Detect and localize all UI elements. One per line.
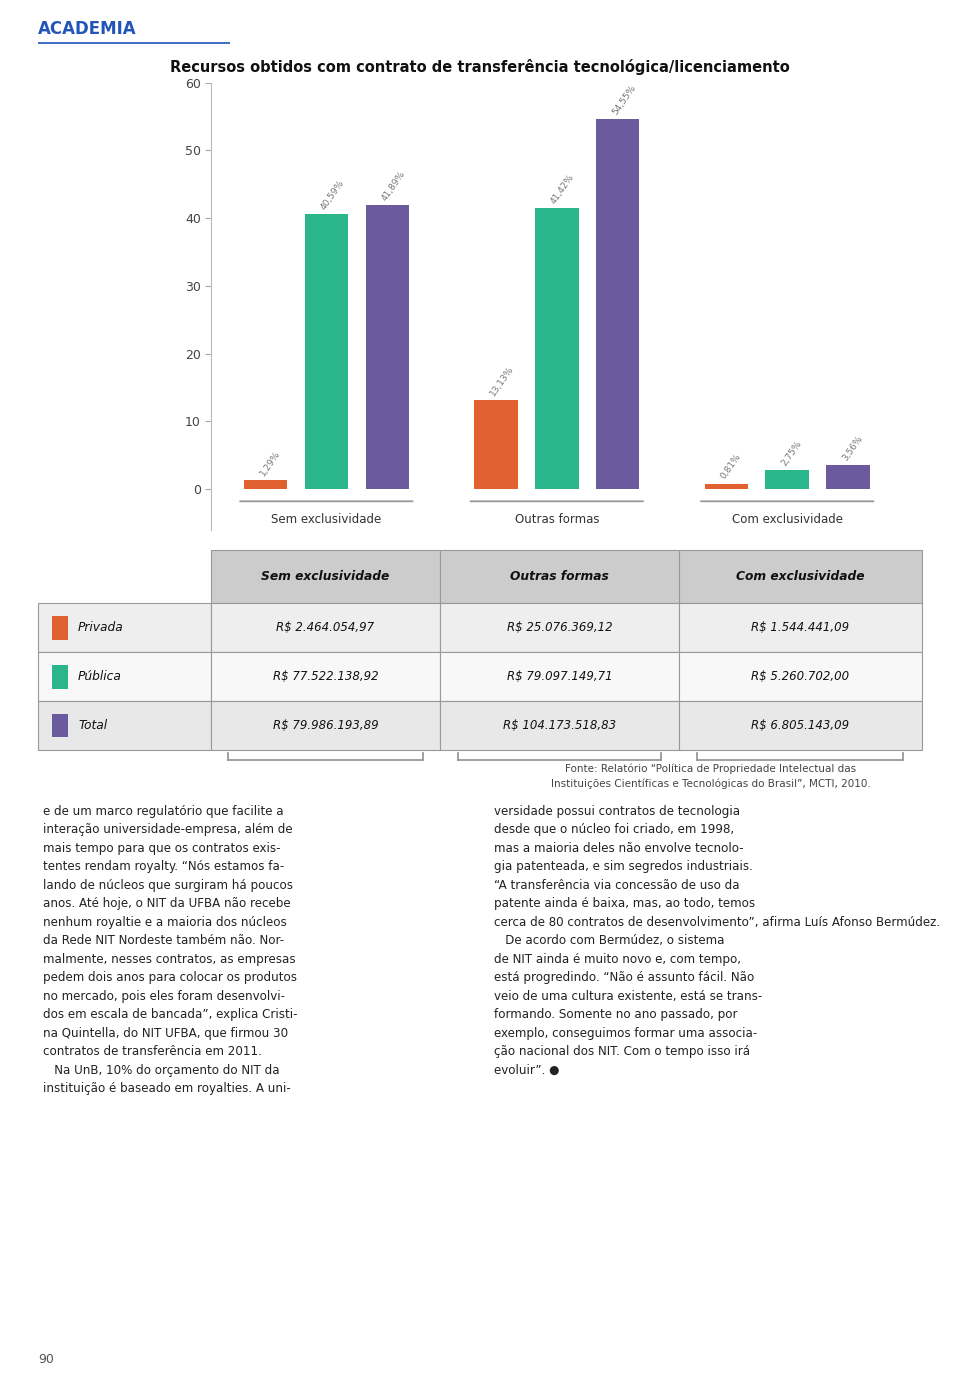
- Text: 13,13%: 13,13%: [489, 365, 516, 398]
- Bar: [679, 550, 922, 603]
- Bar: [210, 550, 441, 603]
- Bar: [38, 700, 210, 750]
- Text: 0,81%: 0,81%: [719, 453, 743, 480]
- Text: R$ 79.986.193,89: R$ 79.986.193,89: [273, 720, 378, 732]
- Bar: [210, 603, 441, 652]
- Text: 90: 90: [38, 1354, 55, 1366]
- Bar: [210, 700, 441, 750]
- Bar: [366, 205, 409, 488]
- Text: e de um marco regulatório que facilite a
interação universidade-empresa, além de: e de um marco regulatório que facilite a…: [43, 805, 298, 1095]
- Bar: [679, 700, 922, 750]
- Text: Privada: Privada: [78, 621, 124, 634]
- Bar: [827, 465, 870, 488]
- Text: versidade possui contratos de tecnologia
desde que o núcleo foi criado, em 1998,: versidade possui contratos de tecnologia…: [494, 805, 941, 1077]
- Text: Com exclusividade: Com exclusividade: [732, 513, 843, 526]
- Bar: [474, 400, 517, 488]
- Text: 40,59%: 40,59%: [319, 178, 346, 212]
- Bar: [52, 714, 67, 738]
- Text: 3,56%: 3,56%: [841, 433, 864, 462]
- Text: Pública: Pública: [78, 670, 122, 682]
- Bar: [679, 652, 922, 700]
- Bar: [38, 603, 210, 652]
- Text: R$ 1.544.441,09: R$ 1.544.441,09: [751, 621, 850, 634]
- Text: Sem exclusividade: Sem exclusividade: [272, 513, 381, 526]
- Text: R$ 6.805.143,09: R$ 6.805.143,09: [751, 720, 850, 732]
- Text: Fonte: Relatório “Política de Propriedade Intelectual das
Instituições Científic: Fonte: Relatório “Política de Propriedad…: [550, 764, 871, 788]
- Text: 54,55%: 54,55%: [611, 84, 637, 117]
- Text: 41,42%: 41,42%: [549, 173, 576, 206]
- Bar: [441, 652, 679, 700]
- Bar: [304, 215, 348, 488]
- Text: R$ 79.097.149,71: R$ 79.097.149,71: [507, 670, 612, 682]
- Bar: [210, 652, 441, 700]
- Bar: [244, 480, 287, 488]
- Text: Sem exclusividade: Sem exclusividade: [261, 570, 390, 583]
- Text: Recursos obtidos com contrato de transferência tecnológica/licenciamento: Recursos obtidos com contrato de transfe…: [170, 59, 790, 76]
- Text: Total: Total: [78, 720, 108, 732]
- Bar: [679, 603, 922, 652]
- Text: R$ 104.173.518,83: R$ 104.173.518,83: [503, 720, 616, 732]
- Text: R$ 5.260.702,00: R$ 5.260.702,00: [751, 670, 850, 682]
- Bar: [38, 652, 210, 700]
- Bar: [52, 615, 67, 640]
- Bar: [596, 120, 639, 488]
- Text: Outras formas: Outras formas: [510, 570, 609, 583]
- Text: R$ 77.522.138,92: R$ 77.522.138,92: [273, 670, 378, 682]
- Bar: [765, 471, 809, 488]
- Text: R$ 25.076.369,12: R$ 25.076.369,12: [507, 621, 612, 634]
- Bar: [441, 550, 679, 603]
- Bar: [441, 700, 679, 750]
- Text: Com exclusividade: Com exclusividade: [736, 570, 864, 583]
- Text: ACADEMIA: ACADEMIA: [38, 19, 137, 39]
- Text: R$ 2.464.054,97: R$ 2.464.054,97: [276, 621, 374, 634]
- Text: 2,75%: 2,75%: [780, 439, 804, 468]
- Bar: [52, 665, 67, 688]
- Bar: [705, 483, 748, 488]
- Text: 41,89%: 41,89%: [380, 169, 407, 202]
- Text: 1,29%: 1,29%: [258, 449, 282, 477]
- Bar: [535, 208, 579, 488]
- Text: Outras formas: Outras formas: [515, 513, 599, 526]
- Bar: [441, 603, 679, 652]
